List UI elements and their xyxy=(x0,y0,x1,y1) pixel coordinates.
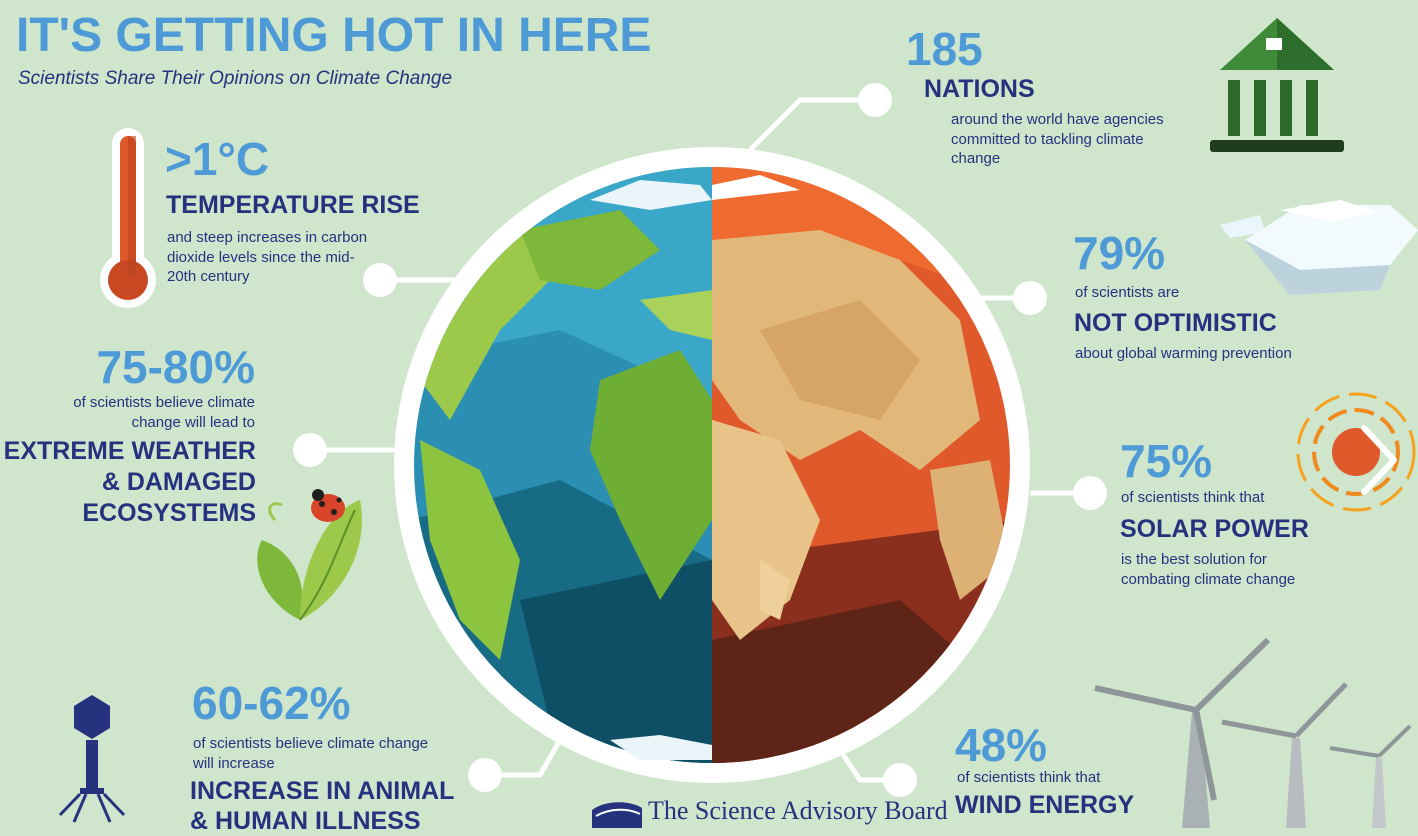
extreme-weather-headline-line2: & DAMAGED xyxy=(101,468,256,496)
not-optimistic-intro: of scientists are xyxy=(1075,284,1180,301)
government-building-icon xyxy=(1210,18,1344,152)
illness-headline-line2: & HUMAN ILLNESS xyxy=(190,807,421,835)
extreme-weather-headline-line3: ECOSYSTEMS xyxy=(82,499,256,527)
leaf-ladybug-icon xyxy=(257,489,362,621)
globe-illustration xyxy=(394,147,1030,783)
solar-intro: of scientists think that xyxy=(1121,489,1265,506)
next-arrow-button[interactable] xyxy=(1352,418,1404,502)
nations-description: around the world have agencies committed… xyxy=(951,111,1164,167)
temperature-value: >1°C xyxy=(165,133,270,185)
connector-dots xyxy=(293,83,1107,797)
not-optimistic-description: about global warming prevention xyxy=(1075,345,1292,362)
wind-turbine-icon xyxy=(1094,637,1412,828)
temperature-headline: TEMPERATURE RISE xyxy=(166,191,420,219)
nations-value: 185 xyxy=(906,23,983,75)
solar-headline: SOLAR POWER xyxy=(1120,515,1309,543)
ice-floe-icon xyxy=(1220,200,1418,295)
virus-icon xyxy=(58,695,126,823)
next-arrow-icon xyxy=(1361,425,1397,495)
wind-headline: WIND ENERGY xyxy=(955,791,1135,819)
temperature-description: and steep increases in carbon dioxide le… xyxy=(167,229,368,285)
illness-headline-line1: INCREASE IN ANIMAL xyxy=(190,777,455,805)
wind-intro: of scientists think that xyxy=(957,769,1101,786)
extreme-weather-intro: of scientists believe climate change wil… xyxy=(73,394,255,431)
extreme-weather-headline-line1: EXTREME WEATHER xyxy=(3,437,256,465)
page-title: IT'S GETTING HOT IN HERE xyxy=(16,9,652,62)
extreme-weather-value: 75-80% xyxy=(96,341,255,393)
logo-text: The Science Advisory Board xyxy=(648,796,948,825)
logo-mark xyxy=(592,802,642,828)
not-optimistic-value: 79% xyxy=(1073,227,1166,279)
not-optimistic-headline: NOT OPTIMISTIC xyxy=(1074,309,1277,337)
thermometer-icon xyxy=(100,128,156,308)
wind-value: 48% xyxy=(955,719,1048,771)
solar-value: 75% xyxy=(1120,435,1213,487)
nations-headline: NATIONS xyxy=(924,75,1035,103)
illness-value: 60-62% xyxy=(192,677,351,729)
page-subtitle: Scientists Share Their Opinions on Clima… xyxy=(18,68,453,89)
solar-description: is the best solution for combating clima… xyxy=(1121,551,1296,588)
sun-icon xyxy=(1296,392,1416,512)
illness-intro: of scientists believe climate change wil… xyxy=(193,735,429,772)
